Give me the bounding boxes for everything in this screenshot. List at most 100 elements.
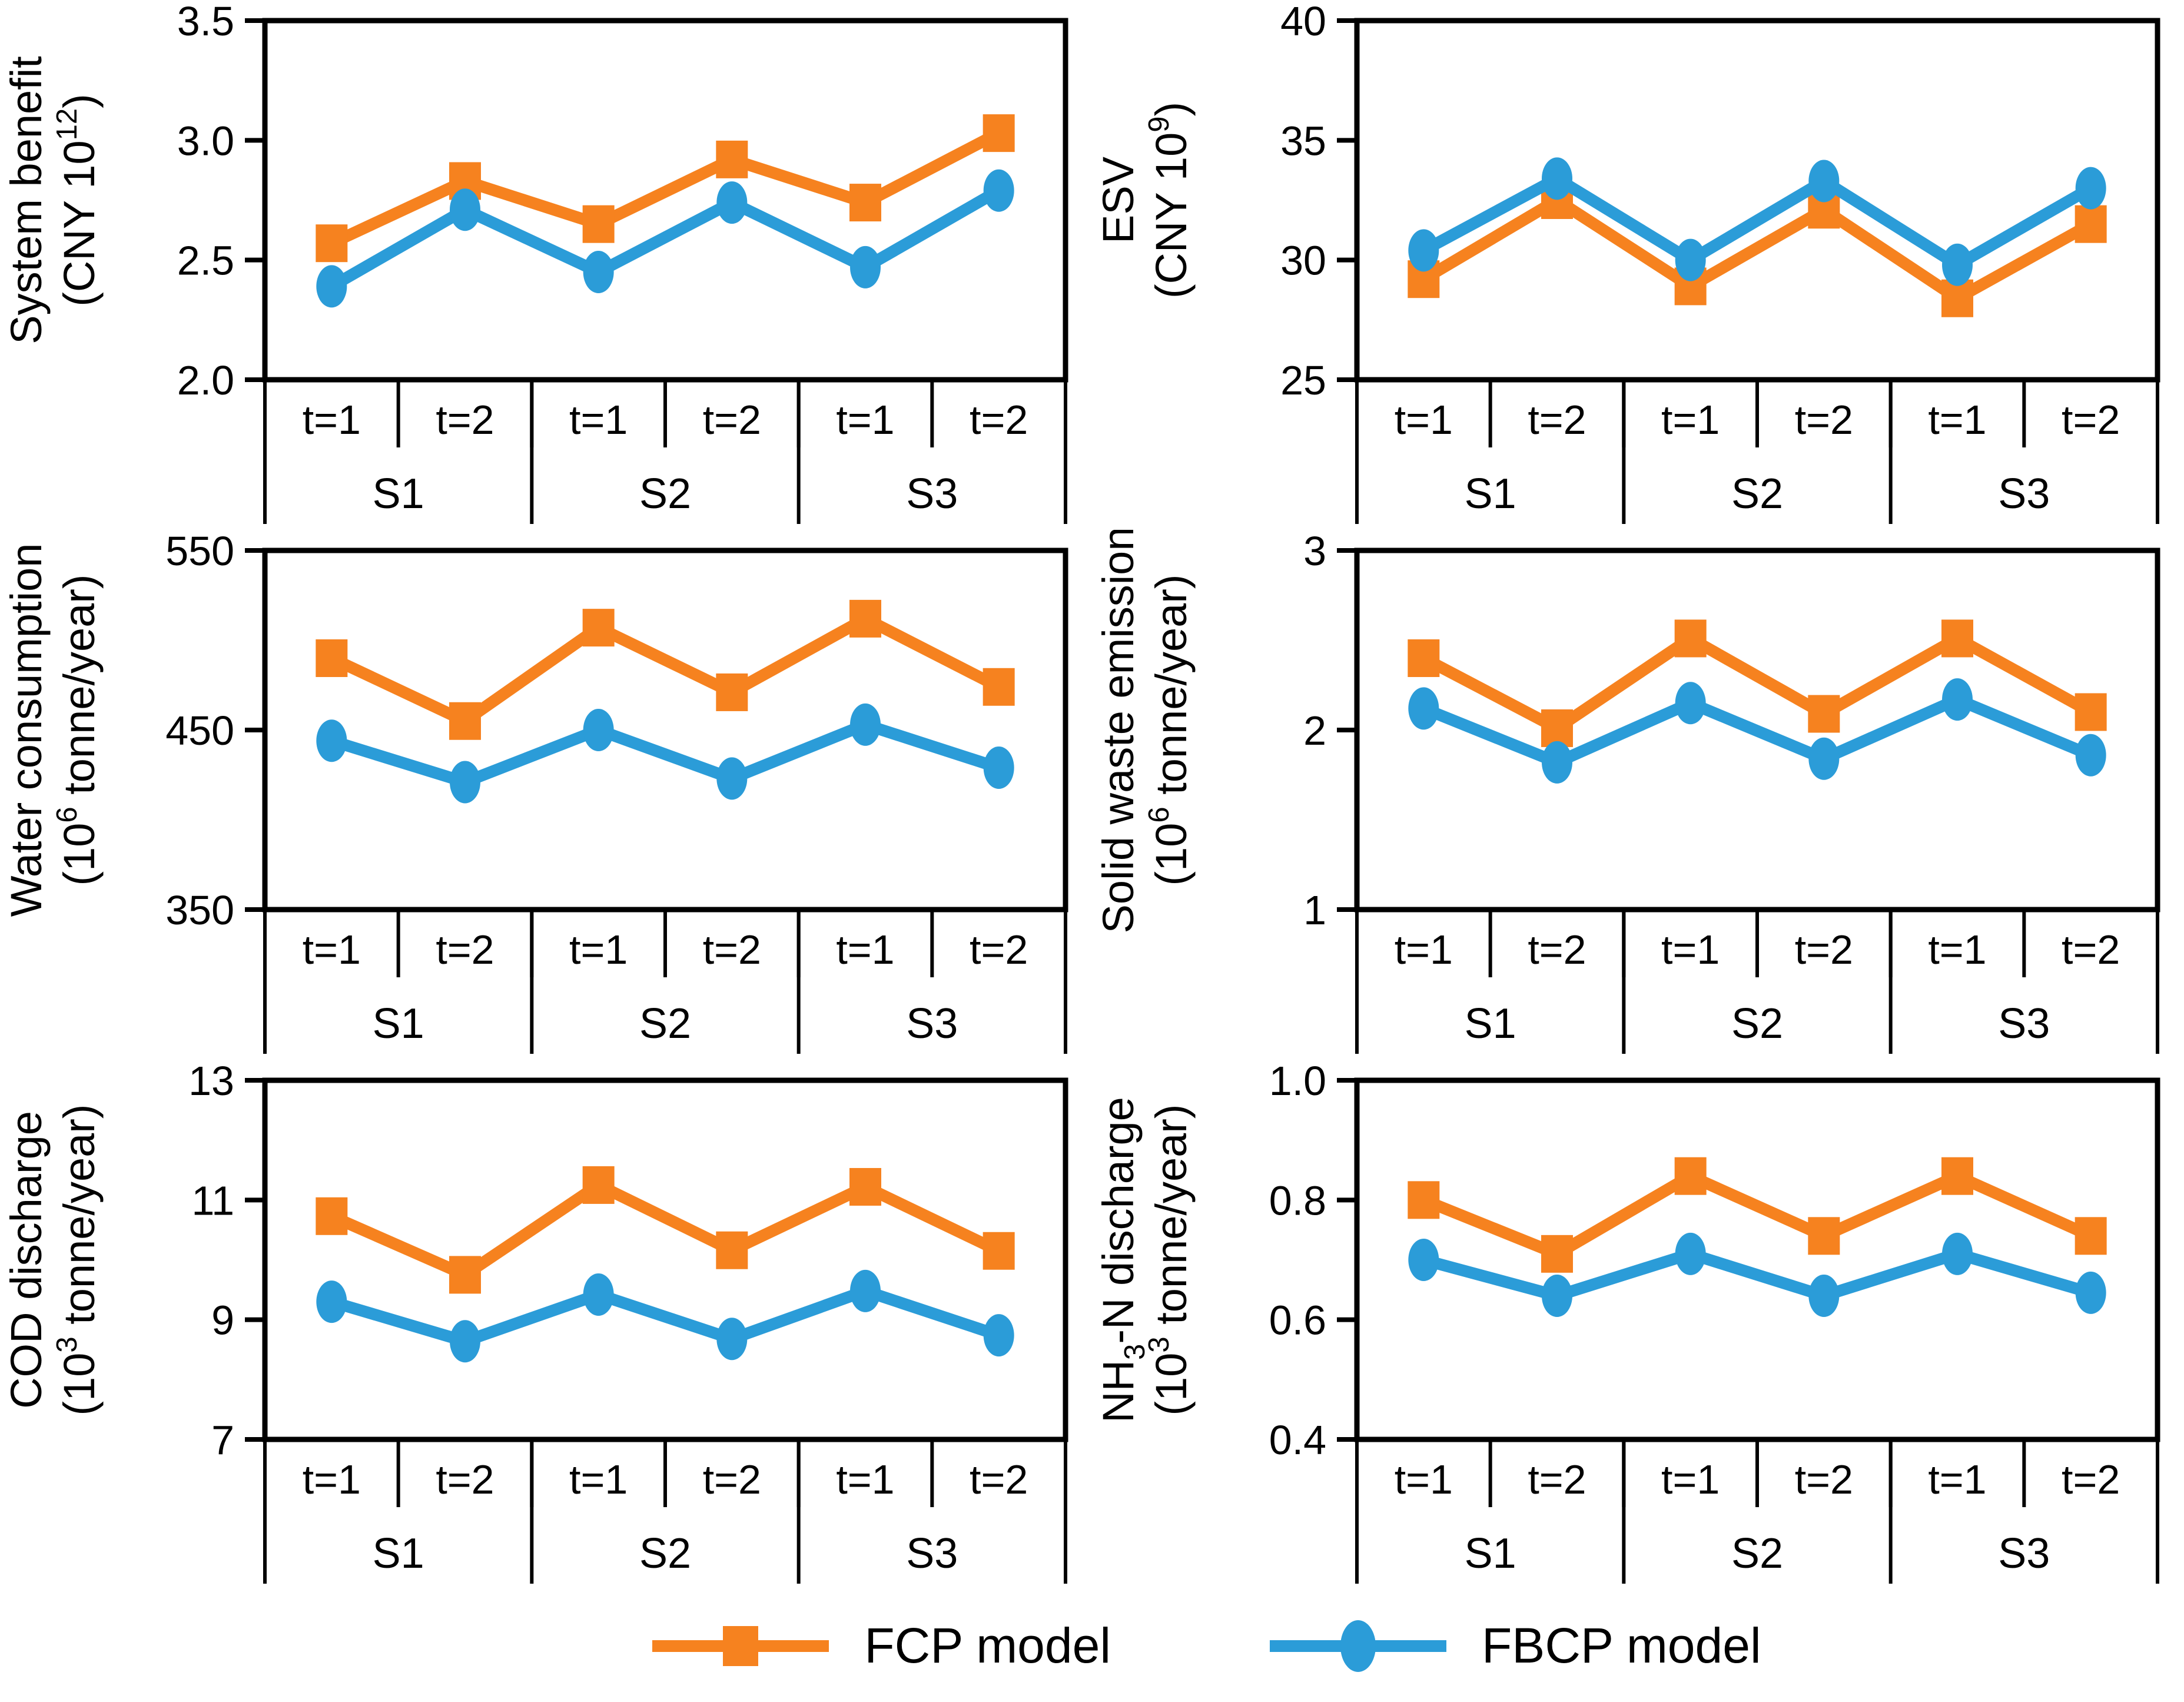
y-tick-label: 350 <box>165 887 234 933</box>
series-line <box>1420 171 2094 272</box>
period-label: t=2 <box>2062 1457 2120 1502</box>
group-label: S2 <box>639 1000 691 1047</box>
period-label: t=1 <box>303 927 361 973</box>
y-tick-label: 1.0 <box>1269 1060 1326 1104</box>
square-marker <box>2075 205 2107 243</box>
square-marker <box>316 224 348 263</box>
period-label: t=1 <box>1661 927 1720 973</box>
circle-marker <box>983 747 1014 789</box>
period-label: t=1 <box>1395 397 1453 443</box>
series-line <box>329 612 1002 728</box>
series-fcp <box>316 114 1015 263</box>
group-label: S1 <box>373 1530 424 1577</box>
square-marker <box>1408 639 1440 677</box>
period-label: t=2 <box>703 1457 761 1502</box>
circle-marker <box>1675 238 1706 281</box>
plot-frame <box>262 1077 1068 1442</box>
square-marker <box>1808 695 1840 733</box>
plot-frame <box>262 548 1068 913</box>
group-label: S3 <box>906 1530 958 1577</box>
panel-system-benefit: 3.5 3.0 2.5 2.0 t=1 t=2 t=1 t=2 t=1 t=2 S1 S2 S3 Syst… <box>2 0 1068 524</box>
y-tick-label: 13 <box>188 1060 234 1104</box>
group-label: S3 <box>906 470 958 517</box>
circle-marker <box>1408 687 1439 730</box>
y-tick-label: 40 <box>1280 0 1326 44</box>
group-label: S2 <box>639 470 691 517</box>
circle-marker <box>583 709 614 751</box>
square-marker <box>983 114 1015 152</box>
group-label: S2 <box>1731 1000 1783 1047</box>
y-tick-label: 7 <box>211 1417 234 1463</box>
group-label: S3 <box>1998 470 2050 517</box>
square-marker <box>1674 1157 1707 1195</box>
y-tick-label: 550 <box>165 530 234 574</box>
x-axis: t=1 t=2 t=1 t=2 t=1 t=2 S1 S2 S3 <box>1355 1439 2159 1584</box>
square-marker <box>449 1256 481 1294</box>
y-tick-label: 0.4 <box>1269 1417 1326 1463</box>
circle-marker <box>2075 167 2106 210</box>
period-label: t=1 <box>1928 1457 1986 1502</box>
circle-marker <box>1408 229 1439 272</box>
square-marker <box>849 184 881 222</box>
circle-marker <box>850 703 881 746</box>
square-marker <box>983 668 1015 706</box>
y-axis-title: System benefit <box>2 56 51 344</box>
series-line <box>330 1285 1001 1348</box>
y-tick-label: 2 <box>1303 708 1326 754</box>
square-marker <box>1541 709 1573 747</box>
circle-marker <box>1675 1232 1706 1275</box>
x-axis: t=1 t=2 t=1 t=2 t=1 t=2 S1 S2 S3 <box>1355 910 2159 1054</box>
y-axis: 550 450 350 <box>165 530 265 933</box>
panel-nh3n-discharge: 1.0 0.8 0.6 0.4 t=1 t=2 t=1 t=2 t=1 t=2 S1 S2 S3 NH3-… <box>1094 1060 2160 1584</box>
y-axis-unit: (106 tonne/year) <box>1143 574 1196 885</box>
y-tick-label: 9 <box>211 1298 234 1343</box>
y-axis-unit: (CNY 1012) <box>51 94 104 307</box>
series-line <box>1421 1169 2093 1260</box>
square-marker <box>1541 1235 1573 1273</box>
period-label: t=2 <box>1528 1457 1586 1502</box>
period-label: t=1 <box>569 397 628 443</box>
period-label: t=1 <box>569 927 628 973</box>
fcp-square-marker-icon <box>652 1625 829 1666</box>
y-axis-unit: (106 tonne/year) <box>51 574 104 885</box>
circle-marker <box>1808 737 1840 780</box>
group-label: S3 <box>906 1000 958 1047</box>
square-marker <box>582 1166 615 1204</box>
circle-marker <box>450 1320 480 1363</box>
series-fbcp <box>1408 157 2106 286</box>
y-tick-label: 3 <box>1303 530 1326 574</box>
square-marker <box>983 1232 1015 1270</box>
series-fbcp <box>316 1269 1014 1363</box>
plot-frame <box>1354 18 2160 383</box>
square-marker <box>2075 693 2107 731</box>
period-label: t=1 <box>1928 927 1986 973</box>
square-marker <box>849 599 881 638</box>
circle-marker <box>1542 741 1572 784</box>
y-axis: 40 35 30 25 <box>1280 0 1357 403</box>
x-axis: t=1 t=2 t=1 t=2 t=1 t=2 S1 S2 S3 <box>1355 380 2159 524</box>
series-fcp <box>1408 619 2107 747</box>
y-axis: 3.5 3.0 2.5 2.0 <box>177 0 265 403</box>
square-marker <box>316 639 348 677</box>
square-marker <box>716 140 748 178</box>
series-line <box>1422 1248 2093 1302</box>
y-axis-title: ESV <box>1094 156 1143 244</box>
circle-marker <box>1808 1275 1840 1317</box>
period-label: t=2 <box>1795 927 1853 973</box>
square-marker <box>316 1197 348 1235</box>
period-label: t=1 <box>569 1457 628 1502</box>
period-label: t=2 <box>970 397 1028 443</box>
circle-marker <box>1942 678 1973 721</box>
circle-marker <box>716 1318 748 1361</box>
series-line <box>330 718 1001 789</box>
period-label: t=2 <box>1795 397 1853 443</box>
circle-marker <box>316 1280 347 1323</box>
period-label: t=2 <box>2062 927 2120 973</box>
period-label: t=1 <box>1395 1457 1453 1502</box>
legend-label-fbcp: FBCP model <box>1481 1618 1761 1673</box>
circle-marker <box>1808 160 1840 203</box>
period-label: t=1 <box>1928 397 1986 443</box>
group-label: S2 <box>639 1530 691 1577</box>
period-label: t=2 <box>2062 397 2120 443</box>
period-label: t=1 <box>303 1457 361 1502</box>
